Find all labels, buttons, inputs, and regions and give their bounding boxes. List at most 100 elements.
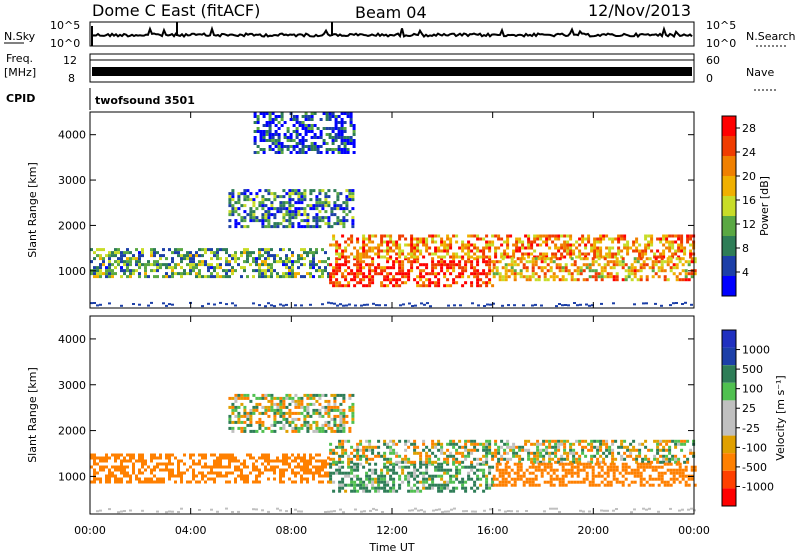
heatmap-cell: [362, 451, 366, 455]
heatmap-cell: [572, 451, 576, 455]
heatmap-cell: [297, 417, 301, 421]
heatmap-cell: [536, 457, 540, 461]
heatmap-cell: [342, 216, 346, 220]
heatmap-cell: [228, 465, 231, 469]
heatmap-cell: [120, 453, 123, 457]
heatmap-cell: [540, 471, 544, 475]
heatmap-cell: [543, 275, 547, 279]
heatmap-cell: [554, 252, 558, 256]
heatmap-cell: [321, 480, 324, 484]
heatmap-cell: [249, 219, 253, 223]
heatmap-cell: [627, 275, 631, 279]
heatmap-cell: [603, 275, 607, 279]
heatmap-cell: [542, 454, 546, 458]
heatmap-cell: [288, 192, 292, 196]
heatmap-cell: [228, 417, 232, 421]
heatmap-cell: [503, 249, 507, 253]
heatmap-cell: [464, 480, 468, 484]
heatmap-cell: [491, 269, 495, 273]
heatmap-cell: [234, 477, 237, 481]
heatmap-cell: [327, 474, 330, 478]
heatmap-cell: [656, 255, 660, 259]
heatmap-cell: [231, 207, 235, 211]
heatmap-cell: [633, 257, 637, 261]
heatmap-cell: [288, 198, 292, 202]
heatmap-cell: [315, 198, 319, 202]
heatmap-cell: [674, 240, 678, 244]
heatmap-cell: [365, 237, 369, 241]
heatmap-cell: [228, 198, 232, 202]
heatmap-cell: [528, 477, 532, 481]
heatmap-cell: [597, 483, 601, 487]
heatmap-cell: [519, 468, 523, 472]
heatmap-cell: [309, 204, 313, 208]
heatmap-cell: [111, 254, 114, 258]
heatmap-cell: [279, 414, 283, 418]
heatmap-cell: [636, 465, 640, 469]
heatmap-cell: [671, 240, 675, 244]
heatmap-cell: [301, 121, 305, 124]
heatmap-cell: [189, 260, 192, 264]
heatmap-cell: [579, 257, 583, 261]
heatmap-cell: [353, 480, 357, 484]
heatmap-cell: [344, 269, 348, 273]
heatmap-cell: [90, 260, 93, 264]
heatmap-cell: [270, 204, 274, 208]
heatmap-cell: [141, 471, 144, 475]
heatmap-cell: [350, 483, 354, 487]
heatmap-cell: [96, 272, 99, 276]
heatmap-cell: [345, 414, 349, 418]
heatmap-cell: [549, 257, 553, 261]
heatmap-cell: [362, 249, 366, 253]
heatmap-cell: [407, 460, 411, 464]
heatmap-cell: [440, 489, 444, 493]
heatmap-cell: [426, 302, 429, 305]
heatmap-cell: [267, 426, 271, 430]
heatmap-cell: [338, 243, 342, 247]
heatmap-cell: [584, 246, 588, 250]
heatmap-cell: [189, 480, 192, 484]
heatmap-cell: [351, 420, 355, 424]
heatmap-cell: [255, 508, 258, 511]
heatmap-cell: [668, 246, 672, 250]
heatmap-cell: [291, 260, 294, 264]
heatmap-cell: [359, 278, 363, 282]
heatmap-cell: [503, 252, 507, 256]
heatmap-cell: [693, 272, 697, 276]
heatmap-cell: [431, 451, 435, 455]
heatmap-cell: [288, 272, 291, 276]
heatmap-cell: [534, 263, 538, 267]
heatmap-cell: [572, 460, 576, 464]
heatmap-cell: [195, 266, 198, 270]
heatmap-cell: [114, 468, 117, 472]
heatmap-cell: [344, 257, 348, 261]
heatmap-cell: [519, 269, 523, 273]
heatmap-cell: [277, 151, 281, 154]
heatmap-cell: [446, 278, 450, 282]
heatmap-cell: [599, 234, 603, 238]
heatmap-cell: [467, 249, 471, 253]
heatmap-cell: [588, 510, 591, 513]
heatmap-cell: [410, 442, 414, 446]
heatmap-cell: [600, 465, 604, 469]
heatmap-cell: [351, 222, 355, 226]
heatmap-cell: [398, 465, 402, 469]
heatmap-cell: [303, 248, 306, 252]
heatmap-cell: [123, 468, 126, 472]
heatmap-cell: [237, 213, 241, 217]
heatmap-cell: [518, 246, 522, 250]
heatmap-cell: [386, 468, 390, 472]
heatmap-cell: [473, 234, 477, 238]
heatmap-cell: [611, 448, 615, 452]
heatmap-cell: [452, 252, 456, 256]
heatmap-cell: [225, 453, 228, 457]
heatmap-cell: [495, 260, 499, 264]
heatmap-cell: [368, 246, 372, 250]
heatmap-cell: [683, 439, 687, 443]
heatmap-cell: [333, 402, 337, 406]
heatmap-cell: [321, 393, 325, 397]
heatmap-cell: [324, 192, 328, 196]
heatmap-cell: [356, 260, 360, 264]
heatmap-cell: [416, 240, 420, 244]
heatmap-cell: [576, 468, 580, 472]
